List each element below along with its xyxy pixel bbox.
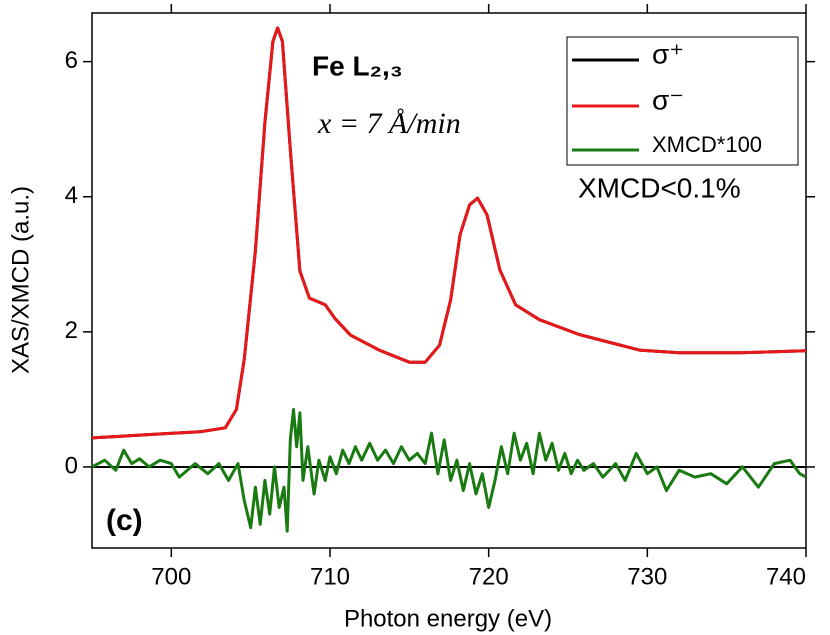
x-tick-label: 700 [151, 563, 191, 590]
annotation: x = 7 Å/min [317, 107, 461, 140]
annotation: XMCD<0.1% [578, 172, 741, 203]
x-tick-label: 710 [310, 563, 350, 590]
legend-label: σ⁻ [652, 84, 684, 115]
annotation: Fe L₂,₃ [312, 50, 403, 81]
legend-label: XMCD*100 [652, 132, 762, 157]
x-tick-label: 730 [627, 563, 667, 590]
series-line [91, 26, 807, 440]
x-axis-label: Photon energy (eV) [344, 605, 552, 632]
annotation: (c) [106, 504, 143, 537]
x-tick-label: 720 [469, 563, 509, 590]
y-tick-label: 2 [65, 317, 78, 344]
legend-box [566, 36, 799, 166]
y-tick-label: 0 [65, 452, 78, 479]
series-line [91, 408, 807, 533]
y-axis-label: XAS/XMCD (a.u.) [7, 186, 34, 374]
x-tick-label: 740 [766, 563, 806, 590]
legend-label: σ⁺ [652, 38, 684, 69]
y-tick-label: 4 [65, 182, 78, 209]
y-tick-label: 6 [65, 47, 78, 74]
plot-frame [91, 12, 807, 549]
